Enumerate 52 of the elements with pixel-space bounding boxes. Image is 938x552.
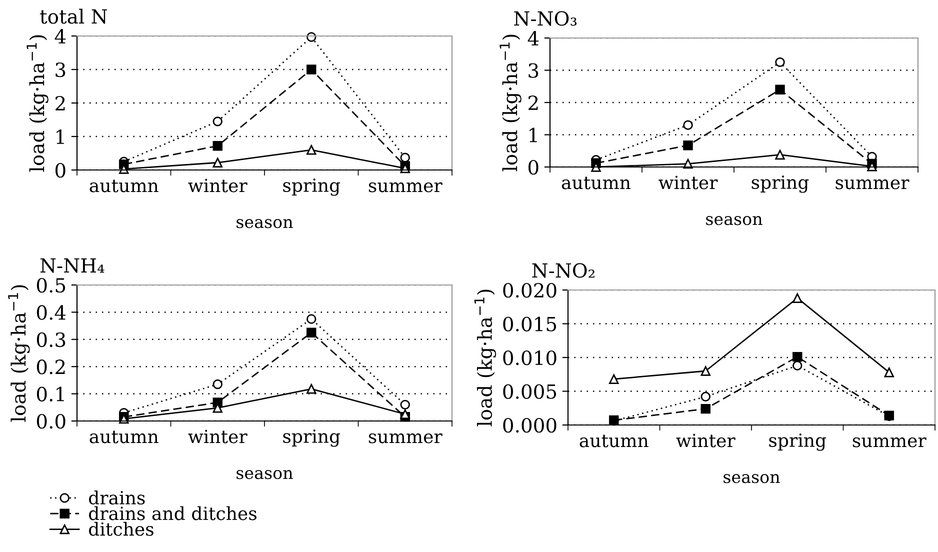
x-tick-label: summer xyxy=(852,437,926,448)
x-tick-label: winter xyxy=(188,178,248,192)
x-axis-title: season xyxy=(706,216,762,226)
chart-title: N-NO₂ xyxy=(532,263,594,278)
legend-label: drains and ditches xyxy=(88,506,256,520)
y-tick-label: 0.3 xyxy=(36,332,66,348)
chart-title: N-NO₃ xyxy=(514,11,577,26)
x-tick-label: autumn xyxy=(580,434,648,448)
y-tick-label: 0.1 xyxy=(36,386,64,402)
y-tick-label: 0.005 xyxy=(503,384,556,399)
y-tick-label: 0.010 xyxy=(503,350,556,366)
x-tick-label: winter xyxy=(658,176,718,190)
y-tick-label: 4 xyxy=(54,28,66,44)
x-tick-label: spring xyxy=(283,178,340,196)
x-tick-label: autumn xyxy=(90,430,158,444)
chart-title: N-NH₄ xyxy=(40,258,104,273)
legend-label: ditches xyxy=(88,522,154,536)
y-tick-label: 0.000 xyxy=(503,418,556,433)
x-tick-label: winter xyxy=(676,434,736,448)
y-tick-label: 3 xyxy=(528,63,538,78)
y-tick-label: 1 xyxy=(56,129,64,144)
y-tick-label: 0 xyxy=(528,160,538,175)
y-axis-title: load (kg·ha$^{−1}$) xyxy=(474,290,496,426)
y-tick-label: 2 xyxy=(528,95,538,110)
x-tick-label: summer xyxy=(836,179,910,190)
x-tick-label: summer xyxy=(368,433,442,444)
x-tick-label: spring xyxy=(283,430,340,447)
x-tick-label: winter xyxy=(188,430,248,444)
y-tick-label: 0.015 xyxy=(503,316,556,332)
x-axis-title: season xyxy=(724,474,780,484)
chart-title: total N xyxy=(40,8,107,24)
x-axis-title: season xyxy=(236,470,293,480)
y-tick-label: 0.4 xyxy=(36,305,66,320)
x-tick-label: autumn xyxy=(562,176,631,190)
y-tick-label: 1 xyxy=(530,128,537,142)
x-tick-label: spring xyxy=(752,176,809,193)
y-tick-label: 0.0 xyxy=(36,414,66,429)
y-tick-label: 3 xyxy=(56,62,66,78)
x-tick-label: autumn xyxy=(90,180,158,192)
x-tick-label: summer xyxy=(368,182,442,192)
y-tick-label: 2 xyxy=(56,96,65,110)
x-tick-label: spring xyxy=(769,434,826,451)
y-axis-title: load (kg·ha$^{−1}$) xyxy=(8,285,30,422)
y-axis-title: load (kg·ha$^{−1}$) xyxy=(500,34,522,172)
y-tick-label: 0.2 xyxy=(36,360,65,374)
y-tick-label: 0.020 xyxy=(503,282,556,298)
legend-label: drains xyxy=(88,490,145,505)
y-tick-label: 0.5 xyxy=(36,278,66,293)
x-axis-title: season xyxy=(236,219,293,228)
y-tick-label: 4 xyxy=(528,30,539,46)
y-axis-title: load (kg·ha$^{−1}$) xyxy=(26,35,48,172)
y-tick-label: 0 xyxy=(55,162,66,178)
